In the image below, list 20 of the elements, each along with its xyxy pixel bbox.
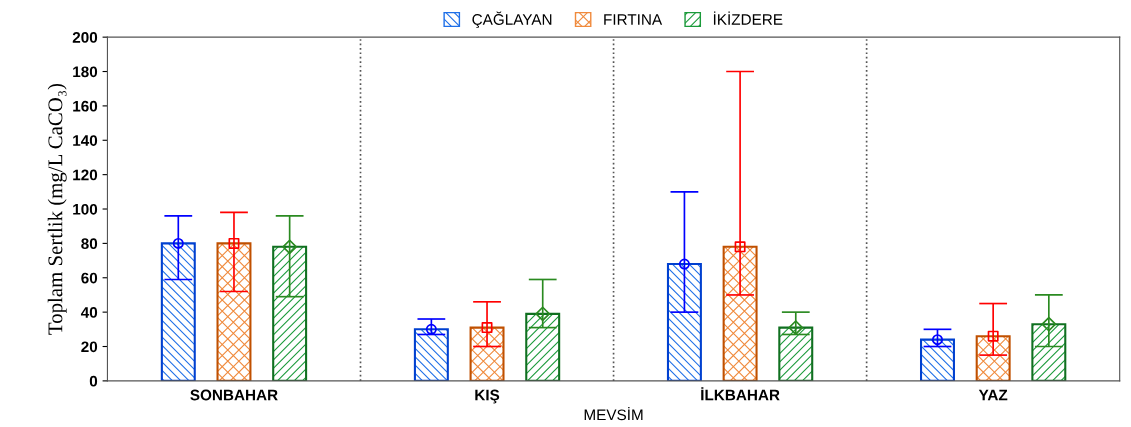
legend-label: İKİZDERE xyxy=(713,11,783,25)
y-tick-label: 60 xyxy=(81,272,98,284)
y-axis-title: Toplam Sertlik (mg/L CaCO₃) xyxy=(47,83,67,335)
x-tick-label: SONBAHAR xyxy=(190,389,278,401)
y-tick-label: 160 xyxy=(73,100,98,112)
y-tick-label: 0 xyxy=(89,375,98,387)
y-tick-label: 120 xyxy=(73,169,98,181)
x-tick-label: YAZ xyxy=(978,389,1008,401)
y-tick-label: 140 xyxy=(73,135,98,146)
y-tick-label: 200 xyxy=(72,32,98,43)
y-tick-label: 180 xyxy=(73,66,98,78)
x-tick-label: İLKBAHAR xyxy=(701,387,780,401)
legend-label: ÇAĞLAYAN xyxy=(472,11,552,28)
legend-label: FIRTINA xyxy=(604,14,663,25)
y-tick-label: 20 xyxy=(81,341,98,353)
x-axis-title: MEVSİM xyxy=(584,406,643,421)
y-tick-label: 40 xyxy=(80,307,98,318)
y-tick-label: 80 xyxy=(81,238,98,250)
x-tick-label: KIŞ xyxy=(475,389,500,404)
y-tick-label: 100 xyxy=(73,203,98,215)
